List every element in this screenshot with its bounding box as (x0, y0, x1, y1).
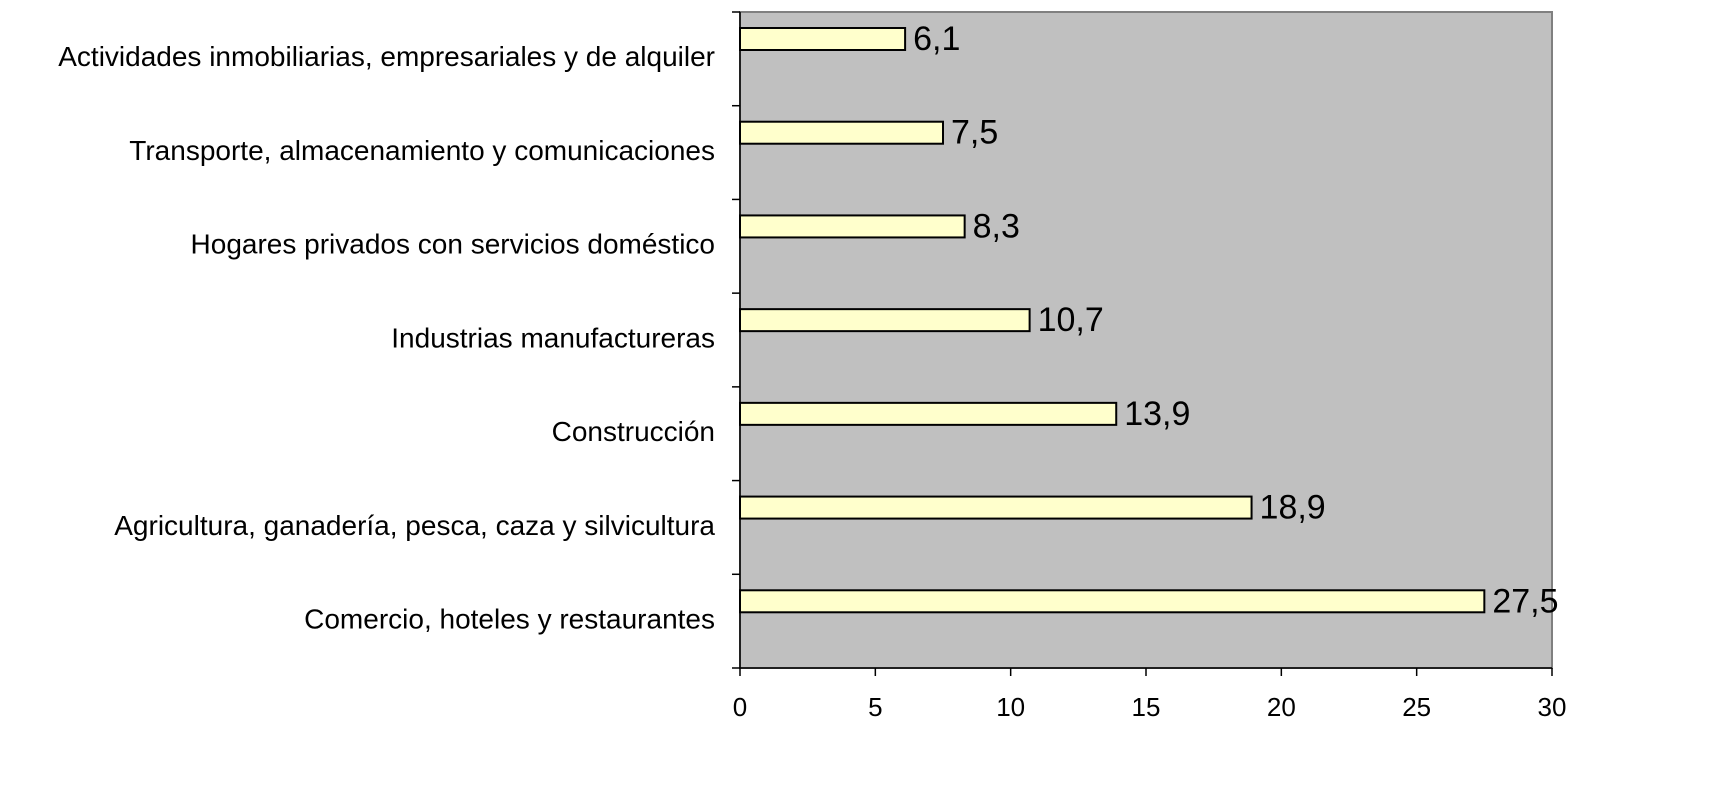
y-tick-label: Transporte, almacenamiento y comunicacio… (129, 135, 715, 166)
bar (739, 120, 944, 145)
value-label: 7,5 (951, 114, 998, 152)
y-tick-label: Industrias manufactureras (391, 322, 715, 353)
x-tick-label: 15 (1132, 692, 1161, 722)
x-tick-label: 20 (1267, 692, 1296, 722)
bar (739, 308, 1031, 333)
value-label: 18,9 (1260, 489, 1326, 527)
y-tick-label: Actividades inmobiliarias, empresariales… (58, 41, 715, 72)
bar (739, 495, 1253, 520)
y-tick-label: Agricultura, ganadería, pesca, caza y si… (114, 510, 715, 541)
plot-area (739, 11, 1553, 669)
x-tick-label: 0 (733, 692, 747, 722)
x-tick-label: 5 (868, 692, 882, 722)
x-tick-label: 30 (1538, 692, 1567, 722)
bar (739, 589, 1486, 614)
y-tick-label: Construcción (552, 416, 715, 447)
value-label: 10,7 (1038, 301, 1104, 339)
value-label: 27,5 (1492, 582, 1558, 620)
value-label: 13,9 (1124, 395, 1190, 433)
y-tick-label: Comercio, hoteles y restaurantes (304, 604, 715, 635)
bar (739, 27, 907, 51)
x-tick-label: 10 (996, 692, 1025, 722)
value-label: 8,3 (973, 207, 1020, 245)
bar (739, 401, 1118, 426)
x-tick-label: 25 (1402, 692, 1431, 722)
value-label: 6,1 (913, 20, 960, 58)
bar (739, 214, 966, 239)
y-tick-label: Hogares privados con servicios doméstico (191, 229, 715, 260)
